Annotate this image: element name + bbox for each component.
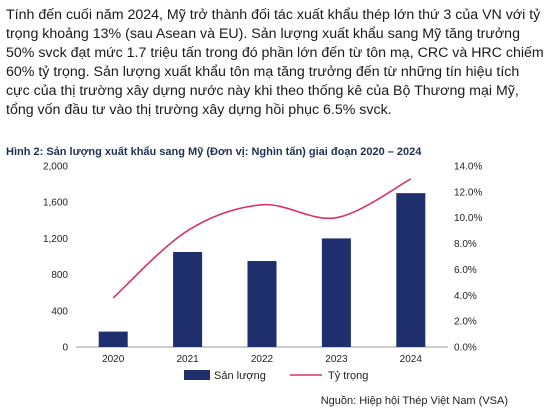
y-left-tick-label: 400 (51, 306, 68, 317)
y-right-tick-label: 6.0% (454, 265, 477, 276)
x-tick-label: 2020 (102, 354, 125, 365)
intro-paragraph: Tính đến cuối năm 2024, Mỹ trở thành đối… (6, 7, 544, 118)
legend-label-bar: Sản lượng (214, 370, 266, 382)
y-right-tick-label: 10.0% (454, 213, 482, 224)
line-tytrong (112, 178, 412, 299)
bar-2022 (247, 261, 277, 347)
x-tick-label: 2023 (325, 354, 348, 365)
y-left-tick-label: 2,000 (43, 162, 68, 173)
y-left-tick-label: 800 (51, 270, 68, 281)
x-tick-label: 2022 (251, 354, 274, 365)
bar-2023 (321, 238, 351, 347)
y-left-tick-label: 0 (62, 343, 68, 354)
y-right-tick-label: 12.0% (454, 187, 482, 198)
y-right-tick-label: 2.0% (454, 317, 477, 328)
y-left-tick-label: 1,200 (43, 234, 68, 245)
x-tick-label: 2021 (176, 354, 199, 365)
figure-title: Hình 2: Sản lượng xuất khẩu sang Mỹ (Đơn… (6, 146, 422, 158)
chart-axes: 0 400 800 1,200 1,600 2,000 0.0% 2.0% 4.0% 6.0% 8.… (43, 162, 482, 366)
line-series (112, 178, 412, 299)
y-right-tick-label: 14.0% (454, 162, 482, 173)
bar-2020 (98, 331, 128, 347)
legend-swatch-bar (184, 370, 210, 380)
y-right-tick-label: 4.0% (454, 291, 477, 302)
x-tick-label: 2024 (400, 354, 423, 365)
y-left-tick-label: 1,600 (43, 198, 68, 209)
y-right-tick-label: 8.0% (454, 239, 477, 250)
y-right-tick-label: 0.0% (454, 343, 477, 354)
bar-2021 (173, 251, 203, 347)
bar-series (98, 193, 426, 347)
source-note: Nguồn: Hiệp hội Thép Việt Nam (VSA) (320, 395, 508, 407)
chart-legend: Sản lượng Tỷ trọng (184, 370, 368, 382)
bar-2024 (396, 193, 426, 347)
legend-label-line: Tỷ trọng (328, 370, 368, 382)
